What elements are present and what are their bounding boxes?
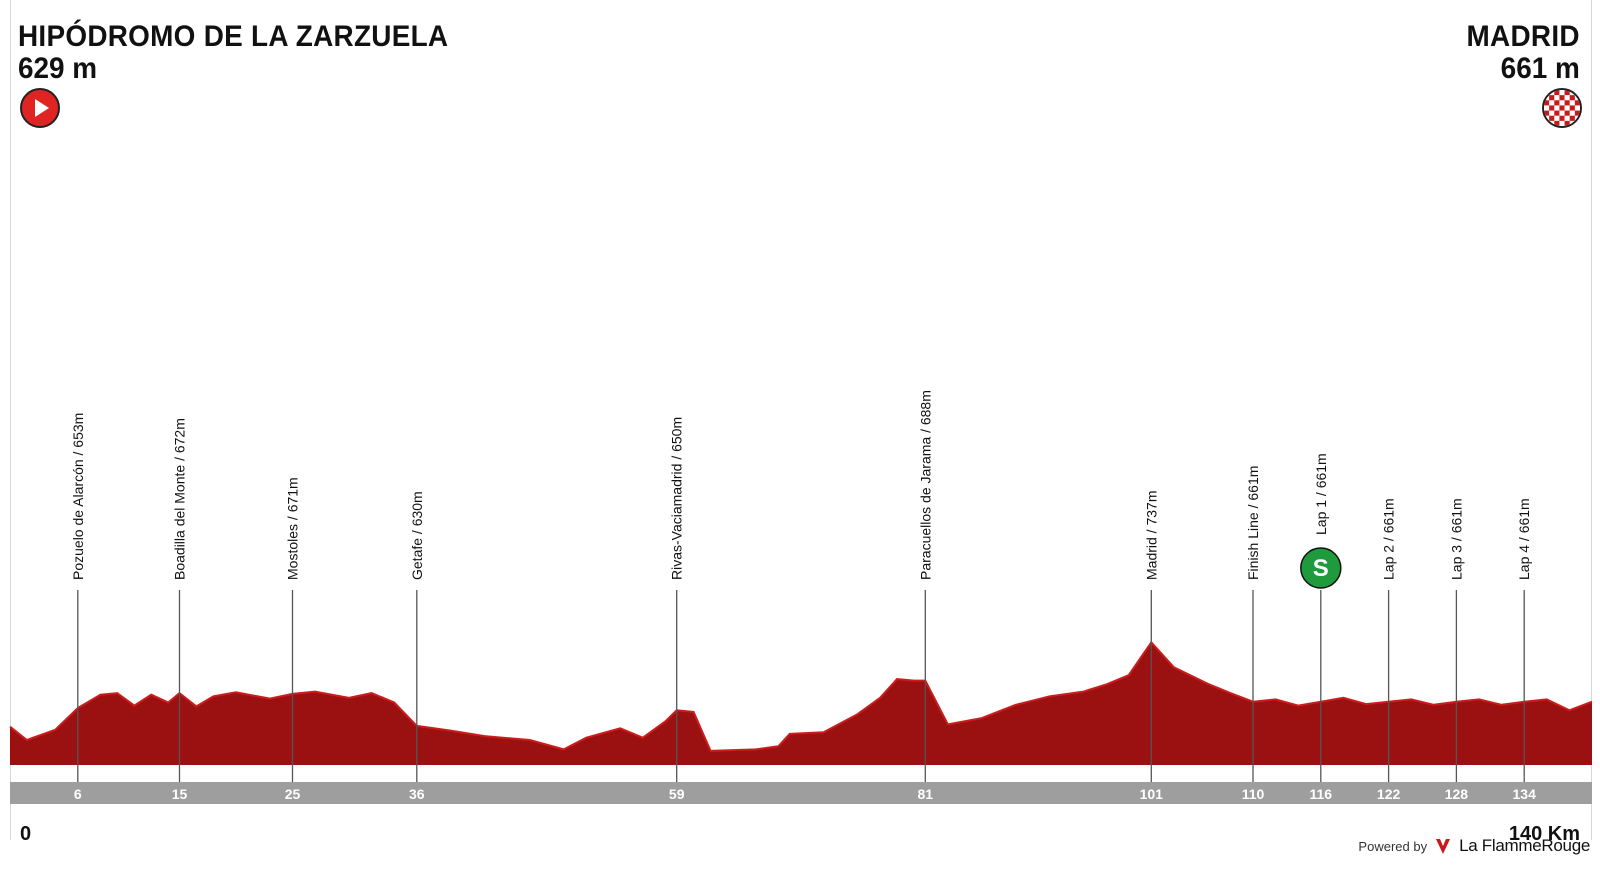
waypoint-label: Finish Line / 661m — [1245, 466, 1261, 580]
km-tick-label: 15 — [172, 786, 188, 802]
waypoint-label: Lap 1 / 661m — [1313, 453, 1329, 535]
waypoint-label: Lap 4 / 661m — [1516, 498, 1532, 580]
km-tick-label: 36 — [409, 786, 425, 802]
km-tick-label: 134 — [1513, 786, 1537, 802]
km-tick-label: 59 — [669, 786, 685, 802]
km-tick-label: 25 — [285, 786, 301, 802]
km-tick-label: 122 — [1377, 786, 1401, 802]
km-tick-label: 110 — [1242, 786, 1265, 802]
start-location: HIPÓDROMO DE LA ZARZUELA 629 m — [18, 22, 481, 84]
waypoint-label: Pozuelo de Alarcón / 653m — [70, 413, 86, 580]
finish-name: MADRID — [1466, 20, 1580, 53]
km-tick-label: 116 — [1310, 786, 1333, 802]
waypoint-label: Getafe / 630m — [409, 491, 425, 580]
waypoint-label: Rivas-Vaciamadrid / 650m — [669, 417, 685, 580]
play-icon — [20, 88, 60, 128]
finish-altitude: 661 m — [1500, 52, 1580, 85]
waypoint-label: Lap 2 / 661m — [1381, 498, 1397, 580]
profile-frame — [10, 0, 1592, 840]
flame-logo-icon — [1436, 839, 1451, 854]
waypoint-label: Paracuellos de Jarama / 688m — [917, 390, 933, 580]
waypoint-label: Mostoles / 671m — [285, 477, 301, 580]
km-axis-bar — [10, 782, 1592, 804]
start-altitude: 629 m — [18, 52, 98, 85]
km-tick-label: 81 — [918, 786, 934, 802]
x-start-label: 0 — [20, 823, 31, 845]
sprint-icon — [1300, 547, 1342, 589]
waypoint-label: Lap 3 / 661m — [1448, 498, 1464, 580]
km-tick-label: 101 — [1140, 786, 1164, 802]
elevation-line — [9, 640, 1593, 752]
elevation-area — [10, 642, 1592, 765]
km-tick-label: 6 — [74, 786, 82, 802]
powered-by: Powered by La FlammeRouge — [1358, 836, 1590, 856]
km-tick-label: 128 — [1445, 786, 1469, 802]
brand-name: La FlammeRouge — [1459, 836, 1590, 855]
waypoint-label: Madrid / 737m — [1143, 491, 1159, 580]
finish-location: MADRID 661 m — [1458, 22, 1580, 84]
powered-label: Powered by — [1358, 838, 1428, 854]
waypoint-label: Boadilla del Monte / 672m — [172, 418, 188, 580]
start-name: HIPÓDROMO DE LA ZARZUELA — [18, 20, 449, 53]
x-end-label: 140 Km — [1509, 823, 1580, 845]
sprint-letter: S — [1313, 555, 1329, 582]
